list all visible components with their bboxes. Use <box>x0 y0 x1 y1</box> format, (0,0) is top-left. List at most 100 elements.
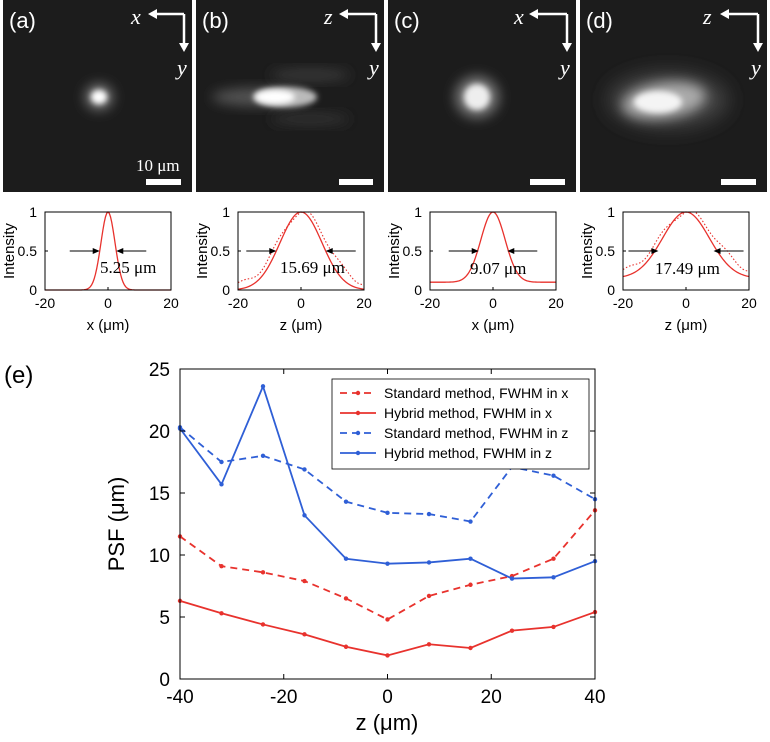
y-tick-label: 0 <box>414 282 422 298</box>
series-line-0 <box>179 509 596 621</box>
panel-label: (d) <box>586 8 613 33</box>
scale-bar <box>721 179 756 185</box>
legend-entry: Hybrid method, FWHM in x <box>384 405 552 421</box>
psf-blob <box>608 72 728 128</box>
y-tick-label: 0.5 <box>596 243 616 259</box>
legend-marker <box>355 450 361 456</box>
legend: Standard method, FWHM in x Hybrid method… <box>331 378 590 470</box>
data-point <box>426 511 432 517</box>
psf-blob <box>455 76 499 118</box>
axis-arrows <box>339 9 381 52</box>
profile-plot-d: 1 0.5 0 -20 0 20 z (μm) Intensity 17.49 … <box>579 204 757 334</box>
data-point <box>468 556 473 561</box>
x-tick-label: -20 <box>270 687 297 708</box>
image-panel-b: (b) z y <box>196 0 384 192</box>
data-point <box>385 561 390 566</box>
y-axis-label: Intensity <box>386 223 403 279</box>
data-point <box>509 628 515 633</box>
data-point <box>302 467 307 472</box>
data-point <box>219 482 224 487</box>
data-point <box>426 642 432 647</box>
legend-marker <box>355 430 361 436</box>
psf-blob <box>85 84 113 110</box>
x-tick-label: 20 <box>481 687 502 708</box>
x-axis-label: x (μm) <box>87 317 130 334</box>
fwhm-arrowhead-left <box>269 248 277 254</box>
data-point <box>302 632 307 637</box>
fwhm-label: 15.69 μm <box>280 258 345 277</box>
vertical-axis-label: y <box>367 55 379 80</box>
x-tick-label: 0 <box>297 295 305 311</box>
data-point <box>509 576 515 581</box>
y-axis-label: Intensity <box>1 223 18 279</box>
x-axis-label: z (μm) <box>665 317 708 334</box>
y-tick-label: 15 <box>149 484 170 505</box>
y-tick-label: 20 <box>149 422 170 443</box>
data-point <box>219 611 224 616</box>
y-tick-label: 10 <box>149 546 170 567</box>
data-point <box>219 563 224 569</box>
legend-entry: Standard method, FWHM in z <box>384 425 568 441</box>
data-point <box>426 560 432 565</box>
data-point <box>385 653 390 658</box>
vertical-axis-label: y <box>175 55 187 80</box>
data-point <box>302 578 307 584</box>
profile-plot-c: 1 0.5 0 -20 0 20 x (μm) Intensity 9.07 μ… <box>386 204 564 334</box>
image-panel-d: (d) z y <box>580 0 767 192</box>
panel-label: (c) <box>394 8 420 33</box>
data-point <box>551 556 556 561</box>
main-chart: -40 -20 0 20 40 0 5 10 15 20 25 z (μm) PSF (μm) St… <box>104 360 606 735</box>
scale-bar-label: 10 μm <box>136 156 180 175</box>
legend-entry: Standard method, FWHM in x <box>384 385 568 401</box>
x-tick-label: 20 <box>163 295 179 311</box>
y-tick-label: 0 <box>159 670 170 691</box>
fwhm-label: 17.49 μm <box>655 259 720 278</box>
fwhm-arrowhead-left <box>651 248 659 254</box>
image-panel-a: (a) x y 10 μm <box>3 0 192 192</box>
x-tick-label: 0 <box>489 295 497 311</box>
panel-label: (a) <box>9 8 36 33</box>
data-point <box>260 384 266 389</box>
x-tick-label: -40 <box>166 687 193 708</box>
x-tick-label: -20 <box>613 295 633 311</box>
profile-plot-b: 1 0.5 0 -20 0 20 z (μm) Intensity 15.69 … <box>194 204 372 334</box>
x-axis-label: z (μm) <box>356 710 419 735</box>
data-point <box>468 645 473 651</box>
x-tick-label: 20 <box>741 295 757 311</box>
horizontal-axis-label: x <box>513 4 524 29</box>
y-tick-label: 1 <box>222 204 230 220</box>
x-tick-label: 20 <box>548 295 564 311</box>
legend-marker <box>355 410 361 416</box>
data-point <box>343 499 349 504</box>
x-tick-label: 0 <box>682 295 690 311</box>
x-tick-label: -20 <box>228 295 248 311</box>
axis-arrows <box>529 9 572 52</box>
y-tick-label: 0 <box>222 282 230 298</box>
data-point <box>551 575 556 580</box>
y-tick-label: 0.5 <box>211 243 231 259</box>
x-tick-label: 0 <box>382 687 393 708</box>
y-axis-label: PSF (μm) <box>104 477 129 572</box>
fwhm-label: 9.07 μm <box>470 259 526 278</box>
data-point <box>343 556 349 561</box>
data-point <box>260 453 266 458</box>
data-point <box>551 473 556 478</box>
image-panel-c: (c) x y <box>388 0 576 192</box>
vertical-axis-label: y <box>749 55 761 80</box>
data-point <box>343 644 349 649</box>
vertical-axis-label: y <box>558 55 570 80</box>
legend-entry: Hybrid method, FWHM in z <box>384 445 552 461</box>
profile-plot-a: 1 0.5 0 -20 0 20 x (μm) Intensity 5.25 μ… <box>1 204 179 334</box>
legend-box <box>331 378 590 470</box>
fwhm-arrowhead-left <box>471 248 479 254</box>
data-point <box>260 570 266 575</box>
horizontal-axis-label: z <box>323 4 333 29</box>
data-point <box>343 596 349 601</box>
legend-marker <box>355 390 361 396</box>
x-tick-label: -20 <box>35 295 55 311</box>
data-point <box>385 510 390 516</box>
y-tick-label: 0.5 <box>18 243 38 259</box>
y-tick-label: 1 <box>414 204 422 220</box>
fwhm-arrowhead-right <box>325 248 333 254</box>
